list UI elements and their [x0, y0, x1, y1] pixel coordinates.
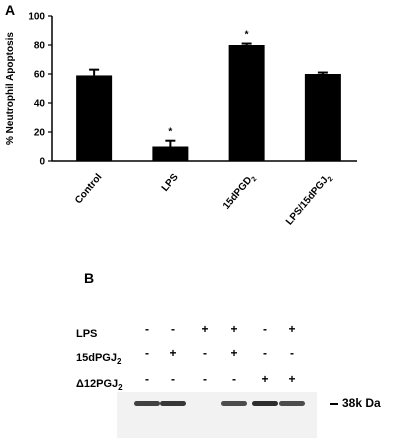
plus-sign: +: [288, 372, 296, 386]
protein-band: [221, 401, 247, 406]
minus-sign: -: [171, 322, 175, 336]
bar-LPS: [152, 146, 189, 161]
y-tick-label: 80: [34, 41, 46, 52]
minus-sign: -: [203, 372, 207, 386]
minus-sign: -: [171, 372, 175, 386]
minus-sign: -: [203, 346, 207, 360]
minus-sign: -: [290, 346, 294, 360]
minus-sign: -: [145, 372, 149, 386]
minus-sign: -: [145, 346, 149, 360]
minus-sign: -: [263, 322, 267, 336]
plus-sign: +: [261, 372, 269, 386]
bar-chart: 0 20 40 60 80 100 % Neutrophil Apoptosis Contro…: [5, 12, 357, 229]
plus-sign: +: [169, 346, 177, 360]
protein-band: [160, 401, 186, 406]
bar-Control: [76, 75, 113, 161]
plus-sign: +: [201, 322, 209, 336]
x-category-label: LPS/15dPGJ2: [284, 172, 335, 229]
marker-tick: [330, 403, 338, 405]
panel-b-label: B: [84, 270, 95, 286]
protein-band: [279, 401, 305, 406]
protein-band: [252, 401, 278, 406]
minus-sign: -: [145, 322, 149, 336]
significance-marker: *: [168, 127, 172, 138]
y-tick-label: 100: [28, 12, 45, 23]
y-tick-label: 40: [34, 99, 46, 110]
minus-sign: -: [263, 346, 267, 360]
x-category-label: 15dPGD2: [221, 172, 259, 213]
molecular-weight-marker: 38k Da: [342, 396, 381, 410]
panel-a-label: A: [5, 2, 16, 18]
plus-sign: +: [288, 322, 296, 336]
plus-sign: +: [230, 322, 238, 336]
minus-sign: -: [232, 372, 236, 386]
y-tick-label: 20: [34, 128, 46, 139]
x-category-label: Control: [73, 172, 104, 206]
y-tick-label: 60: [34, 70, 46, 81]
y-axis-label: % Neutrophil Apoptosis: [5, 32, 16, 145]
bar-LPS/15dPGJ2: [304, 74, 341, 161]
blot-membrane: [117, 392, 317, 438]
plus-sign: +: [230, 346, 238, 360]
protein-band: [134, 401, 160, 406]
bar-15dPGD2: [228, 45, 265, 161]
x-category-label: LPS: [160, 172, 181, 194]
blot-row-label: 15dPGJ2: [76, 352, 122, 367]
y-tick-label: 0: [39, 157, 45, 168]
blot-row-label: LPS: [76, 328, 98, 340]
western-blot-panel: B LPS - - + + - +15dPGJ2 - + - + - - Δ12PGJ2 - - - - + + 38…: [0, 270, 403, 442]
significance-marker: *: [245, 30, 249, 41]
blot-row-label: Δ12PGJ2: [76, 378, 123, 393]
